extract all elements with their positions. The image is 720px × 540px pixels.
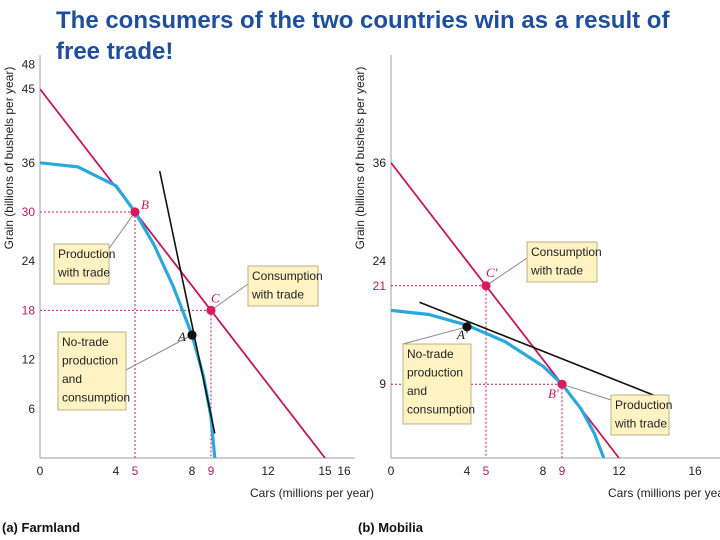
- x-tick-label: 9: [208, 464, 215, 478]
- y-tick-label: 18: [22, 303, 36, 317]
- panel-farmland: 0 4 5 8 9 12 15 16 6 12 18 24 30 36 45 48 Cars (millions…: [2, 55, 374, 535]
- y-tick-label: 48: [22, 57, 36, 71]
- y-tick-label: 24: [22, 254, 36, 268]
- data-point: [130, 207, 140, 217]
- x-tick-label: 5: [483, 464, 490, 478]
- callout-text-line: with trade: [530, 264, 583, 278]
- callout-text-line: with trade: [251, 288, 304, 302]
- x-tick-label: 16: [337, 464, 351, 478]
- callout-box: [526, 241, 598, 283]
- y-tick-label: 9: [379, 377, 386, 391]
- data-point: [187, 330, 197, 340]
- callout-leader: [210, 283, 249, 311]
- callout-text-line: No-trade: [407, 347, 454, 361]
- callout-text-line: Consumption: [531, 245, 602, 259]
- ppf-curve: [391, 308, 606, 458]
- callout-leader: [125, 334, 193, 371]
- x-axis-title: Cars (millions per year): [250, 486, 374, 500]
- y-tick-label: 12: [22, 353, 36, 367]
- point-label: C: [211, 290, 220, 305]
- plot-area: [40, 88, 326, 458]
- no-trade-price-line: [419, 301, 658, 398]
- callout-box: [402, 343, 472, 425]
- x-tick-label: 12: [261, 464, 275, 478]
- x-axis-title: Cars (millions per year): [608, 486, 720, 500]
- point-label: C': [486, 265, 498, 280]
- y-tick-label: 30: [22, 205, 36, 219]
- slide-title: The consumers of the two countries win a…: [56, 7, 670, 65]
- y-tick-label: 36: [22, 156, 36, 170]
- y-tick-label: 36: [373, 156, 387, 170]
- point-label: A': [456, 327, 468, 342]
- callout-box: [57, 331, 127, 411]
- callout-text-line: No-trade: [62, 335, 109, 349]
- panel-label: (a) Farmland: [2, 520, 80, 535]
- trade-line: [40, 88, 326, 458]
- callout-text-line: consumption: [62, 391, 130, 405]
- data-point: [557, 379, 567, 389]
- callout-text-line: production: [407, 366, 463, 380]
- y-tick-label: 45: [22, 82, 36, 96]
- y-tick-label: 6: [28, 402, 35, 416]
- callout-text-line: Production: [58, 247, 115, 261]
- plot-area: [391, 162, 658, 458]
- data-point: [206, 305, 216, 315]
- x-tick-label: 0: [37, 464, 44, 478]
- x-tick-label: 8: [540, 464, 547, 478]
- y-tick-label: 21: [373, 279, 387, 293]
- x-tick-label: 4: [113, 464, 120, 478]
- point-label: A: [177, 329, 186, 344]
- y-axis-title: Grain (billions of bushels per year): [2, 67, 16, 250]
- callout-box: [53, 243, 110, 285]
- callout-leader: [107, 211, 136, 251]
- x-tick-label: 0: [388, 464, 395, 478]
- x-tick-label: 16: [688, 464, 702, 478]
- callout-text-line: with trade: [57, 266, 110, 280]
- callout-box: [610, 394, 670, 436]
- point-label: B': [548, 386, 559, 401]
- callout-text-line: and: [62, 372, 82, 386]
- callout-leader: [402, 326, 468, 345]
- x-tick-label: 4: [464, 464, 471, 478]
- callout-text-line: Consumption: [252, 269, 323, 283]
- callout-text-line: Production: [615, 398, 672, 412]
- point-label: B: [141, 197, 149, 212]
- callout-text-line: with trade: [614, 417, 667, 431]
- callout-text-line: consumption: [407, 403, 475, 417]
- x-tick-label: 8: [189, 464, 196, 478]
- panel-label: (b) Mobilia: [358, 520, 424, 535]
- callout-leader: [485, 257, 528, 287]
- x-tick-label: 12: [612, 464, 626, 478]
- y-axis-title: Grain (billions of bushels per year): [353, 67, 367, 250]
- callout-leader: [561, 383, 612, 401]
- no-trade-price-line: [158, 170, 216, 434]
- data-point: [481, 281, 491, 291]
- data-point: [462, 322, 472, 332]
- callout-box: [247, 265, 319, 307]
- x-tick-label: 15: [318, 464, 332, 478]
- x-tick-label: 9: [559, 464, 566, 478]
- x-tick-label: 5: [132, 464, 139, 478]
- callout-text-line: and: [407, 384, 427, 398]
- y-tick-label: 24: [373, 254, 387, 268]
- callout-text-line: production: [62, 354, 118, 368]
